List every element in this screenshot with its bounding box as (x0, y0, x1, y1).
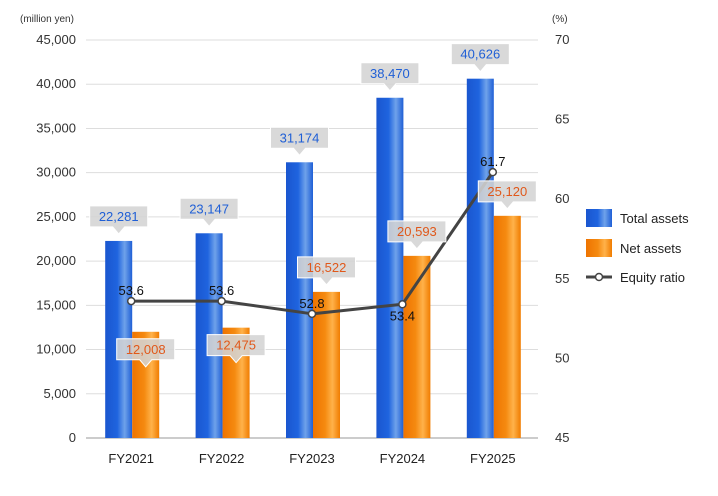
legend-swatch-marker (594, 272, 604, 282)
label-net-assets: 12,008 (116, 338, 176, 368)
legend-swatch (586, 239, 612, 257)
label-total-assets: 22,281 (89, 205, 149, 235)
label-equity-ratio: 53.6 (119, 283, 144, 298)
legend-item: Equity ratio (586, 270, 685, 285)
label-total-assets: 31,174 (270, 126, 329, 157)
equity-ratio-point (398, 300, 407, 309)
bar-total-assets (286, 162, 313, 438)
equity-ratio-point (488, 167, 498, 177)
bar-net-assets (493, 215, 521, 438)
y-left-tick-label: 35,000 (36, 120, 76, 135)
label-total-assets-text: 31,174 (280, 130, 320, 145)
label-net-assets-text: 12,008 (126, 342, 166, 357)
y-left-tick-label: 0 (69, 430, 76, 445)
label-total-assets-bubble (450, 43, 510, 73)
legend-swatch (586, 209, 612, 227)
label-total-assets-text: 22,281 (99, 209, 139, 224)
label-equity-ratio: 52.8 (299, 296, 324, 311)
label-equity-ratio: 53.4 (390, 308, 415, 323)
label-net-assets: 25,120 (477, 180, 537, 210)
y-left-unit-label: (million yen) (20, 14, 74, 25)
y-right-tick-label: 45 (555, 430, 569, 445)
label-net-assets-bubble (206, 334, 266, 364)
label-total-assets: 38,470 (360, 62, 420, 92)
label-total-assets-bubble (179, 197, 239, 228)
x-category-label: FY2023 (289, 451, 335, 466)
label-net-assets-text: 12,475 (216, 338, 256, 353)
y-right-tick-label: 55 (555, 271, 569, 286)
x-category-label: FY2024 (380, 451, 426, 466)
legend-item: Total assets (586, 209, 689, 227)
label-net-assets-text: 20,593 (397, 224, 437, 239)
y-left-tick-label: 10,000 (36, 342, 76, 357)
y-left-tick-label: 45,000 (36, 32, 76, 47)
equity-ratio-point (126, 296, 136, 306)
label-total-assets-bubble (360, 62, 420, 92)
data-labels: 22,281 23,147 31,174 38,470 40,626 12,008 12,4… (89, 43, 537, 368)
y-right-tick-label: 70 (555, 32, 569, 47)
legend-label: Total assets (620, 211, 689, 226)
x-category-label: FY2022 (199, 451, 245, 466)
y-left-tick-label: 40,000 (36, 76, 76, 91)
label-equity-ratio: 53.6 (209, 283, 234, 298)
label-total-assets: 40,626 (450, 43, 510, 73)
label-equity-ratio: 61.7 (480, 154, 505, 169)
y-right-unit-label: (%) (552, 14, 568, 25)
bar-net-assets (313, 291, 340, 438)
label-net-assets: 16,522 (297, 256, 356, 286)
bar-total-assets (466, 78, 494, 438)
label-net-assets-bubble (387, 220, 447, 250)
y-right-tick-label: 50 (555, 350, 569, 365)
legend-label: Net assets (620, 241, 682, 256)
y-left-tick-label: 15,000 (36, 297, 76, 312)
label-total-assets-text: 23,147 (189, 201, 229, 216)
label-net-assets: 20,593 (387, 220, 447, 250)
label-net-assets-text: 25,120 (487, 184, 527, 199)
label-net-assets: 12,475 (206, 334, 266, 364)
legend-label: Equity ratio (620, 270, 685, 285)
y-left-tick-label: 5,000 (43, 386, 76, 401)
label-total-assets-bubble (270, 126, 329, 157)
y-left-tick-label: 30,000 (36, 165, 76, 180)
y-left-tick-label: 25,000 (36, 209, 76, 224)
y-right-tick-label: 65 (555, 112, 569, 127)
equity-ratio-point (307, 309, 317, 319)
legend: Total assets Net assets Equity ratio (586, 209, 689, 285)
bar-net-assets (403, 255, 431, 438)
bar-total-assets (376, 97, 404, 439)
y-left-tick-label: 20,000 (36, 253, 76, 268)
label-net-assets-bubble (477, 180, 537, 210)
label-total-assets-bubble (89, 205, 149, 235)
label-net-assets-text: 16,522 (307, 260, 347, 275)
x-category-label: FY2025 (470, 451, 516, 466)
equity-ratio-point (217, 296, 226, 306)
label-net-assets-bubble (297, 256, 356, 286)
axes: 0 5,000 10,000 15,000 20,000 25,000 30,000 35,0… (20, 14, 569, 466)
label-total-assets: 23,147 (179, 197, 239, 228)
y-right-tick-label: 60 (555, 191, 569, 206)
label-total-assets-text: 38,470 (370, 66, 410, 81)
legend-item: Net assets (586, 239, 682, 257)
x-category-label: FY2021 (108, 451, 154, 466)
label-total-assets-text: 40,626 (460, 47, 500, 62)
label-net-assets-bubble (116, 338, 176, 368)
